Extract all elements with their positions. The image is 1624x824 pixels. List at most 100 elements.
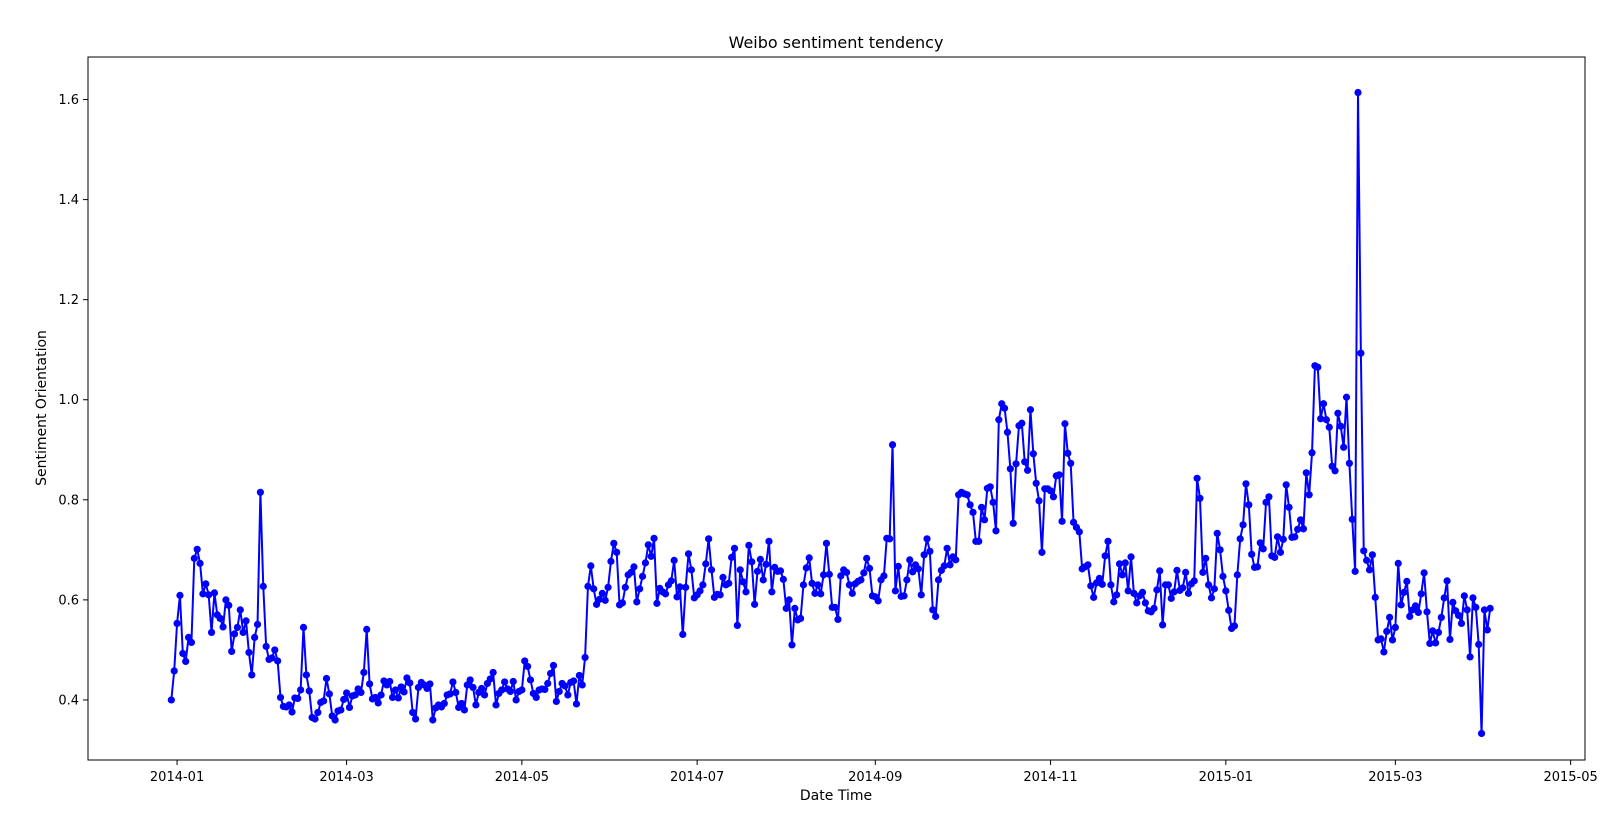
data-point [1110,598,1118,606]
data-point [480,691,489,699]
data-point [256,488,264,496]
data-point [618,599,627,607]
data-point [1101,552,1109,560]
data-point [814,581,822,589]
data-point [785,596,793,604]
data-point [314,708,322,717]
data-point [1205,581,1213,589]
data-point [578,681,586,689]
data-point [1334,409,1342,417]
data-point [1466,653,1474,661]
y-axis: 0.4 0.6 0.8 1.0 1.2 1.4 1.6 [58,93,88,708]
data-point [1431,639,1440,647]
data-point [426,680,434,688]
data-point [886,535,894,543]
data-point [1219,572,1227,580]
data-point [874,597,882,605]
data-point [532,693,540,702]
data-point [1285,503,1293,511]
data-point [644,541,652,549]
data-point [751,600,759,608]
data-point [779,575,787,583]
data-point [1388,636,1397,644]
data-point [1437,613,1445,622]
data-point [182,657,190,666]
data-point [457,699,466,708]
data-point [929,606,937,614]
data-point [262,642,270,651]
data-point [322,674,331,683]
data-point [753,567,762,575]
data-point [934,576,943,584]
data-point [1000,404,1009,412]
data-point [1184,589,1193,597]
data-point [1322,416,1330,424]
data-point [299,623,308,632]
data-point [325,690,333,698]
x-tick-label: 2014-07 [670,770,724,785]
data-point [900,592,908,600]
data-point [880,572,888,580]
data-point [1308,449,1316,457]
data-point [1049,493,1058,501]
data-point [716,591,724,599]
data-point [909,568,917,576]
data-point [478,684,486,693]
data-point [196,559,204,567]
data-point [446,690,454,698]
x-tick-label: 2014-05 [495,770,549,785]
data-point [980,516,989,524]
data-point [449,678,457,686]
data-point [205,591,213,599]
data-point [343,689,351,697]
data-point [1426,639,1434,648]
data-point [641,559,650,567]
data-point [526,676,535,684]
chart-title: Weibo sentiment tendency [729,33,944,52]
data-point [1141,599,1149,607]
data-point [796,614,805,623]
data-point [860,569,868,577]
data-point [1411,602,1420,610]
data-point [360,668,368,677]
data-point [1296,516,1305,524]
data-point [613,548,621,556]
data-point [1035,497,1043,505]
data-point [271,646,279,654]
data-point [1256,539,1264,547]
data-point [248,671,256,679]
data-point [552,697,560,706]
data-point [239,628,247,637]
data-point [917,591,925,599]
data-point [388,693,397,702]
data-point [411,715,420,723]
data-point [1294,525,1302,533]
data-point [268,654,276,662]
data-point [906,556,914,564]
data-point [1173,566,1181,574]
data-point [765,537,773,545]
data-point [647,552,655,560]
data-point [848,589,856,597]
data-point [1486,604,1494,612]
data-point [676,583,684,591]
data-point [1159,621,1167,629]
data-point [337,706,345,714]
data-point [1449,598,1457,606]
data-point [673,593,681,601]
data-point [1354,88,1362,97]
data-point [472,701,480,709]
data-point [351,691,359,699]
data-point [1457,619,1466,628]
data-point [621,583,629,591]
data-point [679,630,687,639]
y-tick-label: 1.4 [58,193,79,208]
data-point [1026,406,1035,414]
x-tick-label: 2014-09 [848,770,902,785]
data-point [1029,450,1037,458]
data-point [791,604,799,612]
data-point [756,555,764,563]
data-point [1087,582,1095,590]
data-point [1003,428,1012,436]
data-point [1314,363,1322,371]
